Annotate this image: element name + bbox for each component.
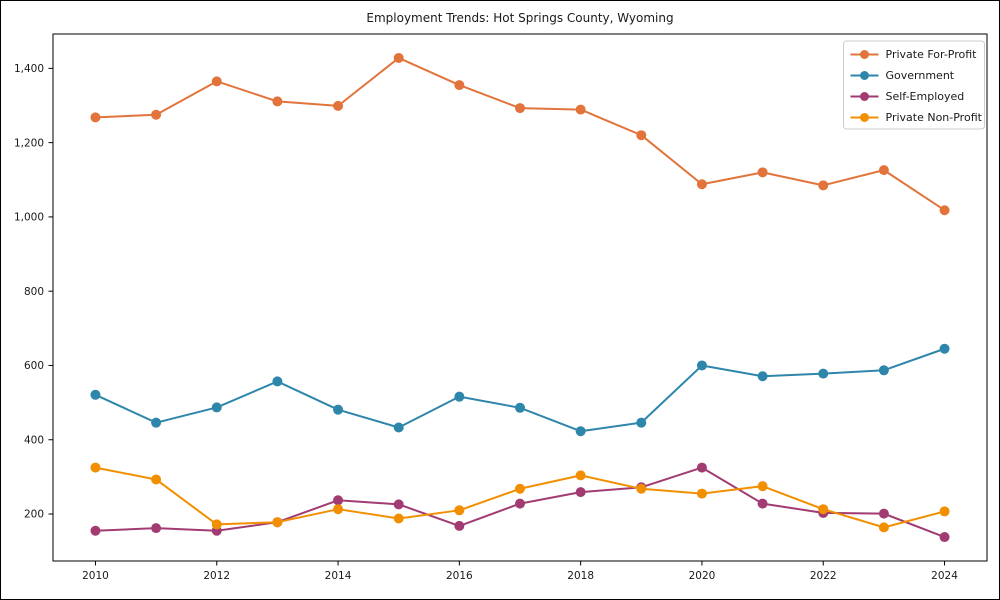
data-point-private-for-profit [151, 109, 162, 120]
data-point-government [211, 402, 222, 413]
data-point-government [333, 404, 344, 415]
legend-label-private-non-profit: Private Non-Profit [886, 111, 983, 124]
data-point-private-non-profit [211, 519, 222, 530]
data-point-private-for-profit [90, 112, 101, 123]
data-point-self-employed [393, 499, 404, 510]
legend-label-government: Government [886, 69, 955, 82]
series-line-private-for-profit [95, 56, 946, 212]
data-point-private-for-profit [757, 167, 768, 178]
y-tick-label: 1,400 [14, 63, 44, 75]
x-tick-label: 2012 [203, 570, 230, 582]
y-tick-label: 600 [24, 360, 44, 372]
data-point-private-non-profit [333, 504, 344, 515]
data-point-private-for-profit [636, 130, 647, 141]
data-point-government [393, 422, 404, 433]
data-point-private-for-profit [575, 104, 586, 115]
data-point-private-non-profit [696, 488, 707, 499]
data-point-self-employed [696, 462, 707, 473]
legend-label-private-for-profit: Private For-Profit [886, 48, 978, 61]
y-tick-label: 800 [24, 286, 44, 298]
data-point-self-employed [757, 498, 768, 509]
y-tick-label: 1,200 [14, 137, 44, 149]
legend-label-self-employed: Self-Employed [886, 90, 965, 103]
data-point-government [454, 391, 465, 402]
legend-marker-dot-private-non-profit [860, 113, 869, 122]
data-point-government [515, 402, 525, 413]
data-point-private-non-profit [636, 483, 647, 494]
data-point-private-for-profit [211, 76, 222, 87]
data-point-government [696, 360, 707, 371]
legend-box [843, 40, 985, 130]
data-point-government [90, 389, 101, 400]
data-point-self-employed [151, 523, 162, 534]
data-point-government [272, 376, 283, 387]
data-point-self-employed [878, 508, 889, 519]
data-point-private-non-profit [757, 481, 768, 492]
data-point-private-for-profit [333, 100, 344, 111]
data-point-self-employed [454, 520, 465, 531]
legend-marker-dot-government [860, 71, 869, 80]
x-tick-label: 2018 [567, 570, 594, 582]
data-point-government [575, 426, 586, 437]
data-point-government [757, 371, 768, 382]
x-tick-label: 2022 [810, 570, 837, 582]
data-point-government [818, 368, 829, 379]
data-point-private-for-profit [939, 205, 950, 216]
series-line-government [95, 347, 945, 433]
data-point-private-non-profit [515, 483, 525, 494]
legend-layer: Private For-Profit Government Self-Employe… [843, 40, 985, 130]
data-point-self-employed [515, 498, 525, 509]
data-point-private-non-profit [939, 506, 950, 517]
data-point-self-employed [939, 532, 950, 543]
data-point-private-non-profit [878, 522, 889, 533]
data-point-self-employed [575, 487, 586, 498]
data-point-private-non-profit [818, 504, 829, 515]
data-point-private-for-profit [878, 165, 889, 176]
data-point-self-employed [90, 525, 101, 536]
data-point-self-employed [333, 495, 344, 506]
chart-title: Employment Trends: Hot Springs County, W… [366, 11, 673, 25]
data-point-private-non-profit [151, 474, 162, 485]
data-point-government [939, 343, 950, 354]
x-tick-label: 2014 [325, 570, 352, 582]
data-point-private-for-profit [454, 80, 465, 91]
data-point-private-non-profit [272, 517, 283, 528]
data-point-private-non-profit [393, 513, 404, 524]
data-point-private-for-profit [272, 96, 283, 107]
data-point-private-non-profit [454, 505, 465, 516]
axes-layer: 200 400 600 800 1,000 1,200 1,400 2010 2012 2014 2… [14, 33, 988, 582]
x-tick-label: 2016 [446, 570, 473, 582]
data-point-private-for-profit [696, 179, 707, 190]
data-point-private-for-profit [818, 180, 829, 191]
data-point-government [151, 417, 162, 428]
data-point-private-for-profit [515, 103, 525, 114]
series-line-private-non-profit [95, 466, 945, 529]
data-point-government [878, 365, 889, 376]
y-tick-label: 400 [24, 434, 44, 446]
legend-marker-dot-private-for-profit [860, 50, 869, 59]
legend-marker-dot-self-employed [860, 92, 869, 101]
data-point-government [636, 417, 647, 428]
x-tick-label: 2024 [931, 570, 958, 582]
y-tick-label: 1,000 [14, 212, 44, 224]
x-tick-label: 2010 [82, 570, 109, 582]
plot-border [52, 33, 988, 562]
y-tick-label: 200 [24, 509, 44, 521]
x-tick-label: 2020 [689, 570, 716, 582]
data-point-private-non-profit [90, 462, 101, 473]
data-point-private-for-profit [393, 52, 404, 63]
series-layer [90, 52, 950, 543]
data-point-private-non-profit [575, 470, 586, 481]
